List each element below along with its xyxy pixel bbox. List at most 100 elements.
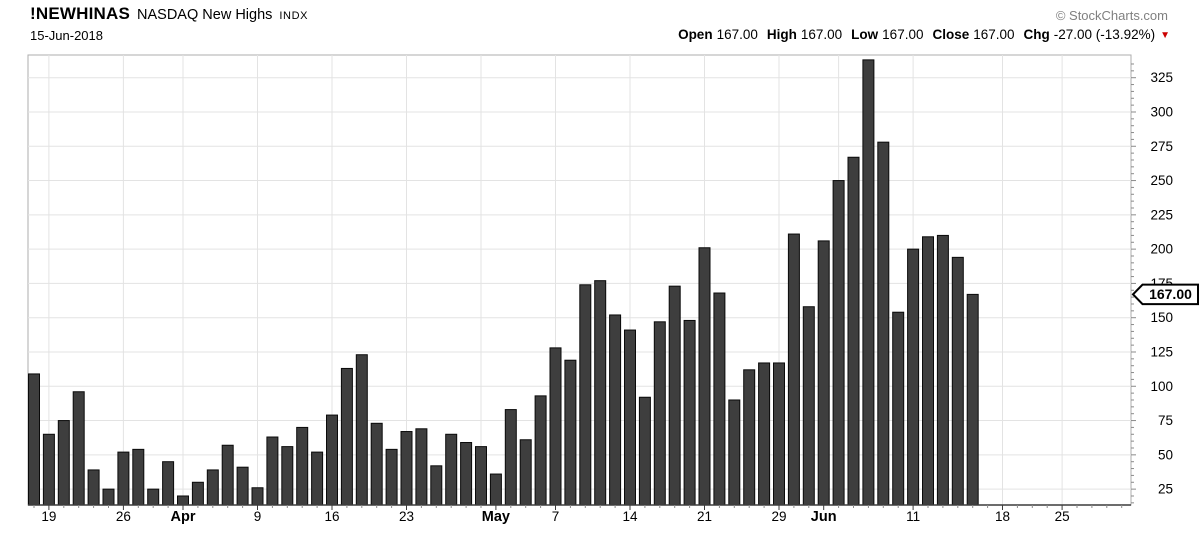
high-value: 167.00 — [800, 27, 843, 42]
data-bar — [936, 234, 949, 506]
change-down-icon: ▼ — [1160, 30, 1170, 41]
data-bar — [504, 409, 517, 506]
stockcharts-copyright: © StockCharts.com — [1055, 8, 1168, 23]
y-tick-label: 125 — [1150, 344, 1173, 359]
data-bar — [758, 362, 771, 506]
data-bar — [251, 487, 264, 506]
data-bar — [549, 347, 562, 506]
x-tick-label: 23 — [399, 509, 414, 524]
y-tick-label: 75 — [1158, 413, 1173, 428]
data-bar — [385, 448, 398, 506]
data-bar — [787, 233, 800, 506]
open-label: Open — [678, 27, 713, 42]
data-bar — [177, 495, 189, 506]
change-label: Chg — [1023, 27, 1050, 42]
data-bar — [117, 451, 130, 506]
data-bar — [400, 431, 413, 506]
y-tick-label: 250 — [1150, 173, 1173, 188]
data-bar — [713, 292, 726, 506]
open-value: 167.00 — [716, 27, 758, 42]
data-bar — [743, 369, 756, 506]
data-bar — [355, 354, 368, 506]
data-bar — [862, 59, 875, 506]
data-bar — [370, 422, 383, 506]
data-bar — [609, 314, 622, 506]
close-value: 167.00 — [973, 27, 1015, 42]
data-bar — [340, 367, 353, 506]
y-tick-label: 200 — [1150, 242, 1173, 257]
data-bar — [206, 469, 219, 506]
y-tick-label: 225 — [1150, 207, 1173, 222]
x-tick-label: 25 — [1055, 509, 1070, 524]
data-bar — [877, 141, 890, 506]
data-bar — [266, 436, 279, 506]
data-bar — [892, 311, 905, 506]
data-bar — [698, 247, 711, 506]
y-tick-label: 150 — [1150, 310, 1173, 325]
data-bar — [668, 285, 681, 506]
x-tick-label: May — [482, 509, 510, 525]
high-label: High — [766, 27, 797, 42]
data-bar — [534, 395, 547, 506]
x-tick-label: 16 — [324, 509, 339, 524]
data-bar — [296, 426, 309, 506]
data-bar — [191, 481, 204, 506]
data-bar — [832, 180, 845, 506]
low-label: Low — [851, 27, 879, 42]
x-tick-label: 9 — [254, 509, 262, 524]
data-bar — [564, 359, 577, 506]
data-bar — [311, 451, 324, 506]
data-bar — [683, 319, 696, 506]
x-tick-label: 14 — [622, 509, 638, 524]
data-bar — [817, 240, 830, 506]
change-value: -27.00 (-13.92%) — [1053, 27, 1156, 42]
data-bar — [445, 433, 458, 506]
data-bar — [922, 236, 934, 506]
y-tick-label: 100 — [1150, 379, 1173, 394]
data-bar — [579, 284, 592, 506]
data-bar — [907, 248, 920, 506]
x-tick-label: Apr — [171, 509, 196, 525]
x-tick-label: 11 — [906, 509, 920, 524]
data-bar — [653, 321, 666, 506]
data-bar — [236, 466, 249, 506]
data-bar — [102, 488, 115, 506]
data-bar — [430, 465, 443, 506]
y-tick-label: 275 — [1150, 139, 1173, 154]
last-price-tag-value: 167.00 — [1149, 286, 1192, 302]
data-bar — [951, 256, 964, 506]
data-bar — [132, 448, 145, 506]
symbol-label: !NEWHINAS — [30, 4, 131, 23]
data-bar — [519, 439, 532, 506]
data-bar — [281, 446, 294, 506]
last-price-tag — [1131, 283, 1199, 306]
y-tick-label: 300 — [1150, 104, 1173, 119]
x-tick-label: 26 — [116, 509, 131, 524]
x-tick-label: 29 — [771, 509, 786, 524]
data-bar — [87, 469, 100, 506]
data-bar — [847, 156, 860, 506]
data-bar — [72, 391, 85, 506]
x-tick-label: 21 — [697, 509, 712, 524]
data-bar — [57, 420, 70, 506]
y-tick-label: 50 — [1158, 447, 1173, 462]
data-bar — [221, 444, 234, 506]
y-tick-label: 25 — [1158, 482, 1173, 497]
index-name: NASDAQ New Highs — [137, 7, 273, 23]
data-bar — [624, 329, 636, 506]
data-bar — [42, 433, 55, 506]
data-bar — [147, 488, 160, 506]
x-tick-label: 7 — [552, 509, 560, 524]
data-bar — [802, 306, 815, 506]
chart-title: !NEWHINAS NASDAQ New Highs INDX — [30, 4, 308, 24]
chart-date: 15-Jun-2018 — [30, 28, 103, 43]
y-tick-label: 325 — [1150, 70, 1173, 85]
data-bar — [475, 446, 487, 506]
data-bar — [728, 399, 741, 506]
low-value: 167.00 — [882, 27, 924, 42]
x-tick-label: 19 — [41, 509, 56, 524]
exchange-label: INDX — [279, 10, 309, 22]
data-bar — [326, 414, 338, 506]
